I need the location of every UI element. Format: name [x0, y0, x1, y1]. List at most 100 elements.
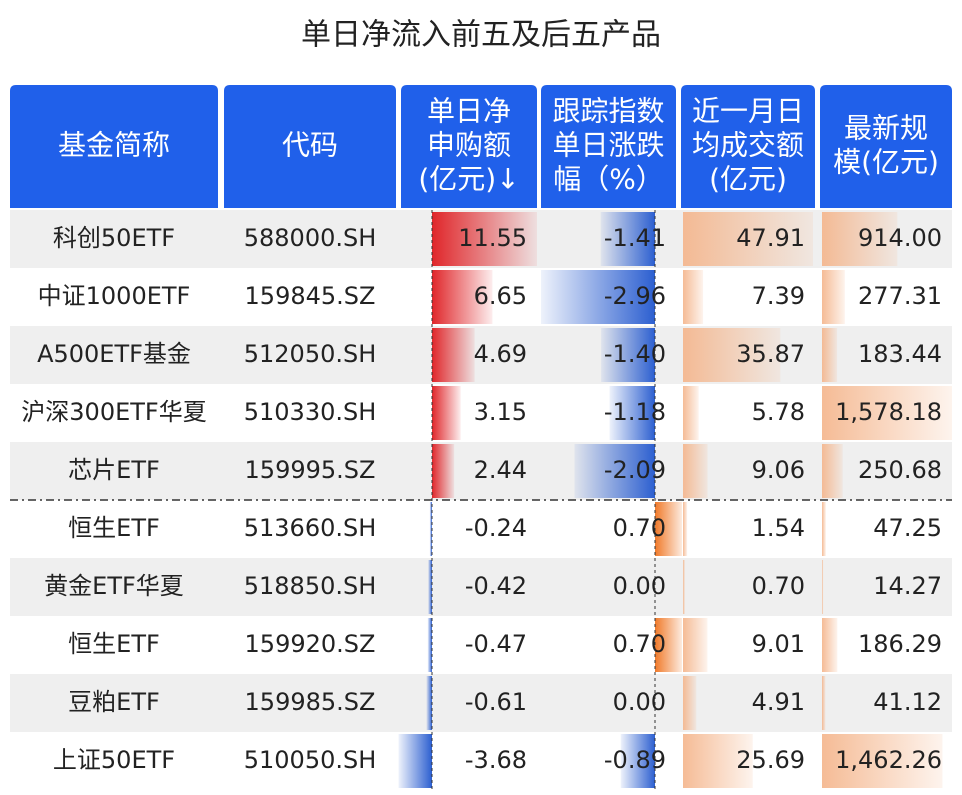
- cell-text: 豆粕ETF: [68, 688, 160, 716]
- cell-number: 4.91: [752, 688, 805, 716]
- header-cell: [401, 85, 537, 208]
- cell-number: 41.12: [873, 688, 942, 716]
- data-bar: [655, 618, 682, 672]
- cell-text: 159985.SZ: [245, 688, 376, 716]
- data-bar: [822, 386, 952, 440]
- cell-number: 3.15: [474, 398, 527, 426]
- header-text: 单日净: [427, 95, 511, 128]
- row-bg: [10, 500, 952, 558]
- cell-number: 0.70: [752, 572, 805, 600]
- row-bg: [10, 558, 952, 616]
- cell-number: -2.96: [604, 282, 666, 310]
- cell-text: A500ETF基金: [37, 340, 191, 368]
- cell-number: -1.18: [604, 398, 666, 426]
- cell-number: 1,578.18: [835, 398, 942, 426]
- data-bar: [822, 212, 898, 266]
- header-text: 近一月日: [692, 95, 804, 128]
- data-bar: [432, 328, 475, 382]
- data-bar: [426, 676, 432, 730]
- cell-number: 35.87: [736, 340, 805, 368]
- cell-number: 25.69: [736, 746, 805, 774]
- cell-text: 恒生ETF: [68, 514, 160, 542]
- cell-text: 中证1000ETF: [38, 282, 191, 310]
- cell-number: 2.44: [474, 456, 527, 484]
- header-cell: [820, 85, 952, 208]
- data-bar: [683, 734, 753, 788]
- cell-number: -0.47: [465, 630, 527, 658]
- data-bar: [683, 502, 688, 556]
- cell-text: 黄金ETF华夏: [44, 572, 184, 600]
- cell-number: 1,462.26: [835, 746, 942, 774]
- data-bar: [822, 560, 824, 614]
- cell-number: 47.91: [736, 224, 805, 252]
- cell-number: 7.39: [752, 282, 805, 310]
- data-bar: [822, 502, 826, 556]
- data-bar: [683, 328, 781, 382]
- cell-text: 159845.SZ: [245, 282, 376, 310]
- row-bg: [10, 616, 952, 674]
- header-text: (亿元): [709, 163, 787, 196]
- cell-text: 芯片ETF: [68, 456, 160, 484]
- header-text: 最新规: [844, 112, 928, 145]
- cell-text: 588000.SH: [244, 224, 377, 252]
- header-text: 均成交额: [692, 129, 804, 162]
- row-bg: [10, 384, 952, 442]
- cell-number: 186.29: [858, 630, 942, 658]
- cell-number: 0.00: [613, 688, 666, 716]
- header-cell: [541, 85, 676, 208]
- cell-text: 恒生ETF: [68, 630, 160, 658]
- cell-text: 513660.SH: [244, 514, 377, 542]
- data-bar: [620, 734, 655, 788]
- cell-number: -0.42: [465, 572, 527, 600]
- header-text: 跟踪指数: [552, 95, 664, 128]
- header-text: 基金简称: [58, 129, 170, 162]
- data-bar: [541, 270, 655, 324]
- data-bar: [683, 386, 699, 440]
- cell-number: -0.61: [465, 688, 527, 716]
- cell-number: 9.06: [752, 456, 805, 484]
- cell-text: 沪深300ETF华夏: [21, 398, 206, 426]
- cell-text: 518850.SH: [244, 572, 377, 600]
- data-bar: [429, 502, 432, 556]
- data-bar: [683, 212, 813, 266]
- cell-number: 9.01: [752, 630, 805, 658]
- header-cell: [224, 85, 396, 208]
- data-bar: [427, 618, 432, 672]
- data-bar: [822, 618, 838, 672]
- cell-number: 183.44: [858, 340, 942, 368]
- data-bar: [655, 502, 682, 556]
- cell-text: 159995.SZ: [245, 456, 376, 484]
- cell-text: 512050.SH: [244, 340, 377, 368]
- data-bar: [822, 328, 838, 382]
- data-bar: [683, 560, 685, 614]
- header-text: 单日涨跌: [552, 129, 664, 162]
- data-bar: [822, 270, 845, 324]
- cell-text: 科创50ETF: [53, 224, 175, 252]
- cell-number: 914.00: [858, 224, 942, 252]
- header-cell: [681, 85, 815, 208]
- header-text: (亿元)↓: [418, 163, 519, 196]
- cell-number: 5.78: [752, 398, 805, 426]
- cell-text: 510330.SH: [244, 398, 377, 426]
- row-bg: [10, 732, 952, 790]
- data-bar: [683, 618, 708, 672]
- cell-text: 上证50ETF: [53, 746, 175, 774]
- cell-number: -0.89: [604, 746, 666, 774]
- cell-number: 1.54: [752, 514, 805, 542]
- cell-number: 277.31: [858, 282, 942, 310]
- cell-number: -3.68: [465, 746, 527, 774]
- cell-number: -1.41: [604, 224, 666, 252]
- cell-number: -1.40: [604, 340, 666, 368]
- cell-number: 47.25: [873, 514, 942, 542]
- header-text: 代码: [282, 129, 338, 162]
- cell-number: 0.70: [613, 514, 666, 542]
- data-bar: [601, 328, 655, 382]
- data-bar: [428, 560, 432, 614]
- data-bar: [822, 734, 943, 788]
- cell-number: 0.00: [613, 572, 666, 600]
- cell-number: 14.27: [873, 572, 942, 600]
- row-bg: [10, 326, 952, 384]
- data-bar: [822, 676, 826, 730]
- data-bar: [683, 270, 704, 324]
